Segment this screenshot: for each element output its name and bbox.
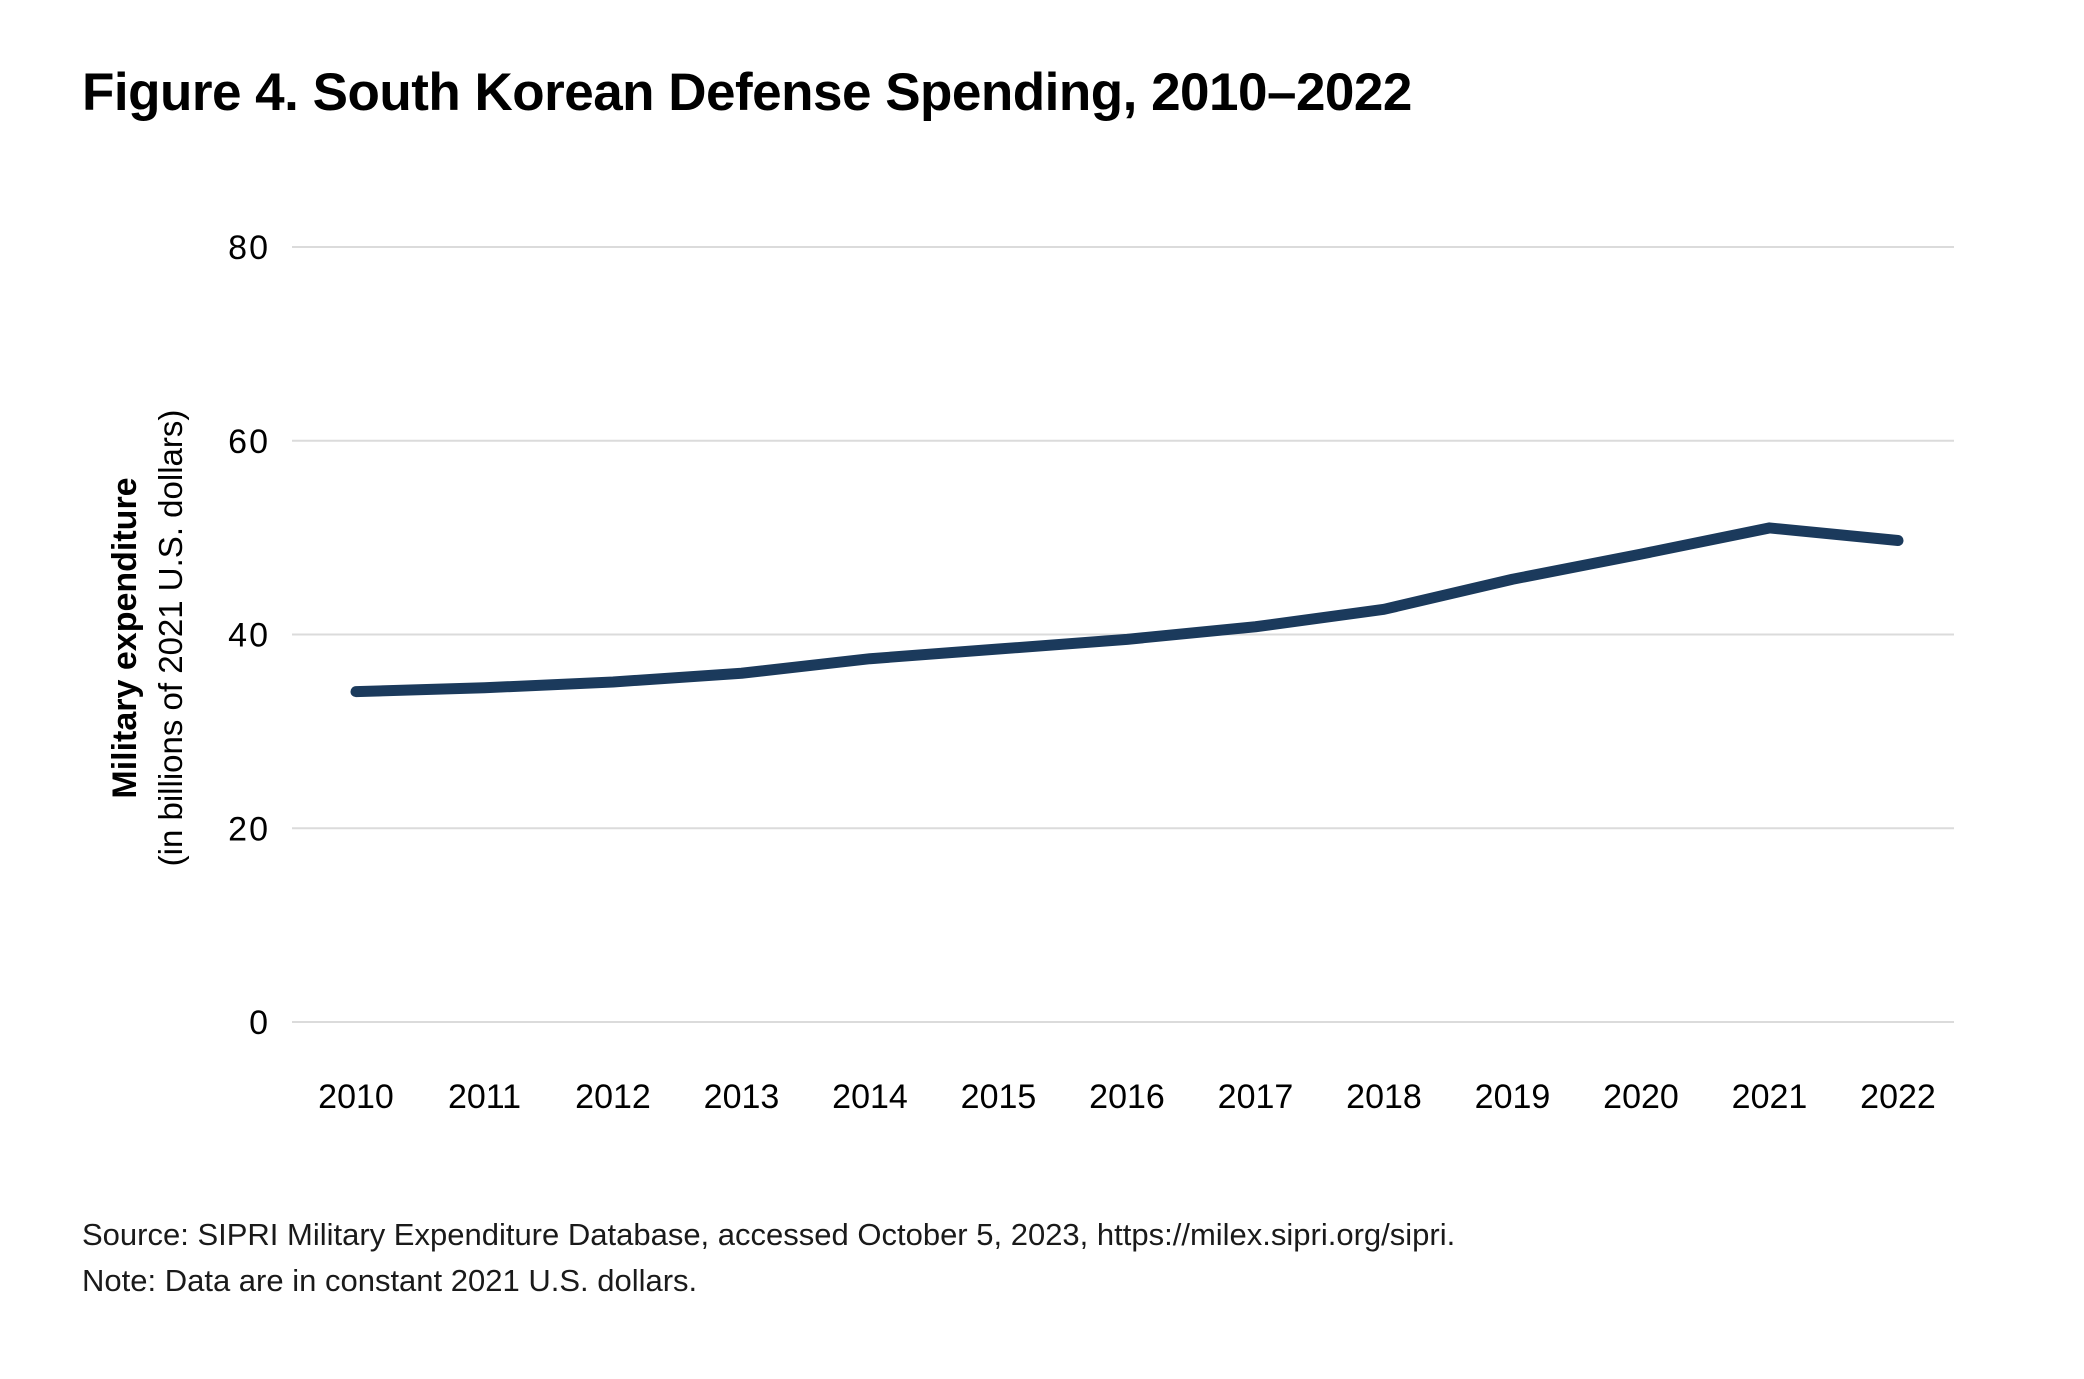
source-text: Source: SIPRI Military Expenditure Datab…: [82, 1217, 1456, 1252]
x-tick-label-2022: 2022: [1860, 1078, 1936, 1116]
x-tick-label-2013: 2013: [704, 1078, 780, 1116]
note-text: Note: Data are in constant 2021 U.S. dol…: [82, 1263, 698, 1298]
y-tick-label-60: 60: [228, 423, 270, 461]
y-tick-label-40: 40: [228, 617, 270, 655]
y-tick-label-80: 80: [228, 229, 270, 267]
x-tick-label-2011: 2011: [448, 1078, 521, 1116]
x-tick-label-2021: 2021: [1732, 1078, 1808, 1116]
spending-line-series-0: [350, 522, 1904, 698]
x-tick-label-2019: 2019: [1475, 1078, 1551, 1116]
y-tick-label-0: 0: [249, 1004, 270, 1042]
x-tick-label-2017: 2017: [1218, 1078, 1294, 1116]
y-tick-label-20: 20: [228, 810, 270, 848]
x-tick-label-2015: 2015: [961, 1078, 1037, 1116]
x-tick-label-2010: 2010: [318, 1078, 394, 1116]
figure-title: Figure 4. South Korean Defense Spending,…: [82, 63, 1412, 122]
footer-notes: Source: SIPRI Military Expenditure Datab…: [82, 1212, 1455, 1304]
x-tick-label-2018: 2018: [1346, 1078, 1422, 1116]
x-tick-label-2016: 2016: [1089, 1078, 1165, 1116]
x-tick-label-2014: 2014: [832, 1078, 908, 1116]
x-tick-label-2020: 2020: [1603, 1078, 1679, 1116]
x-tick-label-2012: 2012: [575, 1078, 651, 1116]
